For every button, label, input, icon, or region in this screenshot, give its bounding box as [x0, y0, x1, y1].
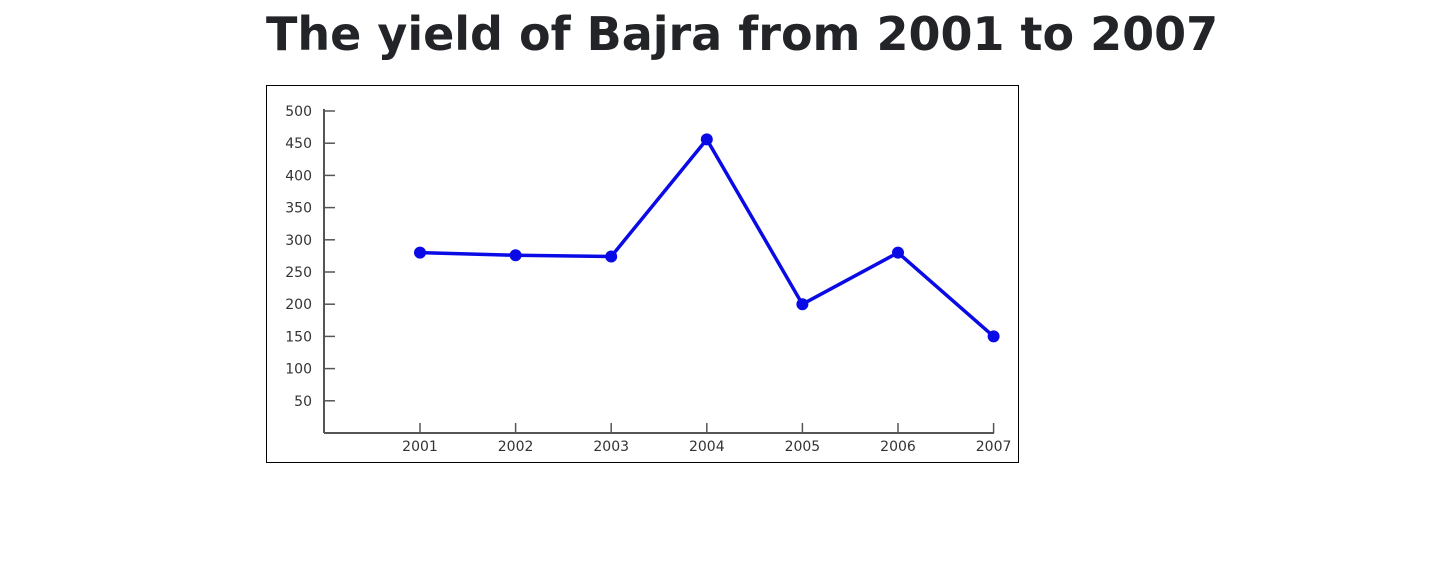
y-tick-label: 100: [285, 362, 312, 378]
chart-title: The yield of Bajra from 2001 to 2007: [266, 7, 1219, 61]
y-tick-label: 300: [285, 233, 312, 249]
data-point: [796, 298, 809, 311]
y-tick-label: 450: [285, 136, 312, 152]
x-tick-label: 2002: [498, 439, 534, 455]
x-tick-label: 2007: [976, 439, 1012, 455]
x-tick-label: 2006: [880, 439, 916, 455]
y-tick-label: 350: [285, 201, 312, 217]
x-tick-label: 2003: [593, 439, 629, 455]
y-tick-label: 250: [285, 265, 312, 281]
series-line: [419, 137, 995, 338]
y-tick-label: 400: [285, 168, 312, 184]
line-chart: 50 100 150 200 250 300 350 400 450 500 2001 2002 200…: [285, 104, 1012, 455]
chart-frame: 50 100 150 200 250 300 350 400 450 500 2001 2002 200…: [266, 85, 1019, 463]
data-point: [414, 246, 426, 259]
y-tick-label: 50: [294, 394, 312, 410]
data-point: [605, 250, 618, 263]
data-point: [509, 249, 522, 262]
data-point: [700, 133, 713, 146]
y-tick-label: 150: [285, 329, 312, 345]
x-tick-label: 2001: [402, 439, 438, 455]
x-tick-label: 2005: [785, 439, 821, 455]
x-tick-label: 2004: [689, 439, 725, 455]
data-point: [892, 246, 904, 259]
y-tick-label: 500: [285, 104, 312, 120]
y-tick-label: 200: [285, 297, 312, 313]
data-point: [987, 330, 1000, 343]
